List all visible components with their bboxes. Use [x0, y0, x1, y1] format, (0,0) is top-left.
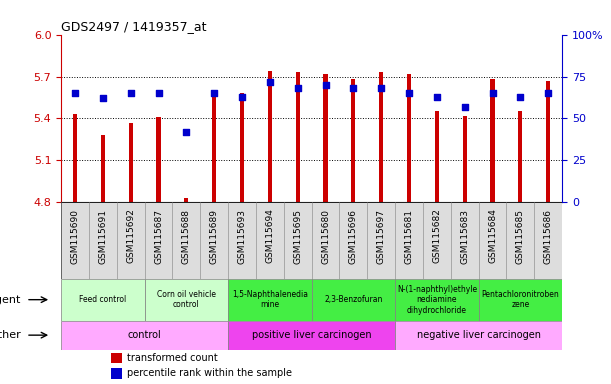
Text: GSM115696: GSM115696 [349, 209, 358, 263]
Bar [518, 111, 522, 202]
Bar [268, 71, 272, 202]
Point [404, 90, 414, 96]
Text: transformed count: transformed count [127, 353, 218, 363]
Bar [240, 93, 244, 202]
Text: GSM115684: GSM115684 [488, 209, 497, 263]
Point [543, 90, 553, 96]
Text: GSM115691: GSM115691 [98, 209, 108, 263]
Bar [228, 321, 395, 350]
Text: GSM115687: GSM115687 [154, 209, 163, 263]
Text: GSM115694: GSM115694 [265, 209, 274, 263]
Text: GSM115689: GSM115689 [210, 209, 219, 263]
Bar [491, 79, 495, 202]
Text: 2,3-Benzofuran: 2,3-Benzofuran [324, 295, 382, 304]
Point [237, 94, 247, 100]
Bar [478, 279, 562, 321]
Text: GSM115695: GSM115695 [293, 209, 302, 263]
Text: GSM115683: GSM115683 [460, 209, 469, 263]
Bar [185, 198, 188, 202]
Point [376, 85, 386, 91]
Point [432, 94, 442, 100]
Point [181, 129, 191, 135]
Text: GSM115685: GSM115685 [516, 209, 525, 263]
Point [98, 95, 108, 101]
Bar [61, 202, 562, 279]
Bar [156, 117, 161, 202]
Bar [435, 111, 439, 202]
Text: GDS2497 / 1419357_at: GDS2497 / 1419357_at [61, 20, 207, 33]
Bar [407, 74, 411, 202]
Bar [73, 114, 77, 202]
Text: positive liver carcinogen: positive liver carcinogen [252, 330, 371, 340]
Bar [101, 135, 105, 202]
Text: percentile rank within the sample: percentile rank within the sample [127, 368, 292, 379]
Bar [395, 279, 478, 321]
Text: other: other [0, 330, 21, 340]
Text: GSM115681: GSM115681 [404, 209, 414, 263]
Bar [128, 122, 133, 202]
Text: Feed control: Feed control [79, 295, 126, 304]
Point [210, 90, 219, 96]
Bar [546, 81, 551, 202]
Text: GSM115680: GSM115680 [321, 209, 330, 263]
Text: N-(1-naphthyl)ethyle
nediamine
dihydrochloride: N-(1-naphthyl)ethyle nediamine dihydroch… [397, 285, 477, 314]
Bar [296, 72, 300, 202]
Bar [212, 93, 216, 202]
Text: GSM115682: GSM115682 [433, 209, 441, 263]
Text: GSM115686: GSM115686 [544, 209, 553, 263]
Point [516, 94, 525, 100]
Bar [145, 279, 228, 321]
Text: GSM115697: GSM115697 [377, 209, 386, 263]
Point [265, 78, 275, 84]
Text: control: control [128, 330, 161, 340]
Text: Corn oil vehicle
control: Corn oil vehicle control [157, 290, 216, 310]
Bar [228, 279, 312, 321]
Text: Pentachloronitroben
zene: Pentachloronitroben zene [481, 290, 559, 310]
Text: agent: agent [0, 295, 21, 305]
Point [460, 104, 470, 110]
Point [153, 90, 163, 96]
Point [488, 90, 497, 96]
Bar [463, 116, 467, 202]
Bar [395, 321, 562, 350]
Text: GSM115690: GSM115690 [70, 209, 79, 263]
Bar [351, 79, 356, 202]
Text: GSM115692: GSM115692 [126, 209, 135, 263]
Bar [61, 321, 228, 350]
Bar [379, 72, 383, 202]
Bar [111, 353, 122, 363]
Bar [312, 279, 395, 321]
Text: GSM115693: GSM115693 [238, 209, 246, 263]
Text: negative liver carcinogen: negative liver carcinogen [417, 330, 541, 340]
Point [70, 90, 80, 96]
Point [126, 90, 136, 96]
Bar [61, 279, 145, 321]
Bar [111, 368, 122, 379]
Bar [323, 74, 327, 202]
Point [293, 85, 302, 91]
Text: GSM115688: GSM115688 [182, 209, 191, 263]
Text: 1,5-Naphthalenedia
mine: 1,5-Naphthalenedia mine [232, 290, 308, 310]
Point [348, 85, 358, 91]
Point [321, 82, 331, 88]
